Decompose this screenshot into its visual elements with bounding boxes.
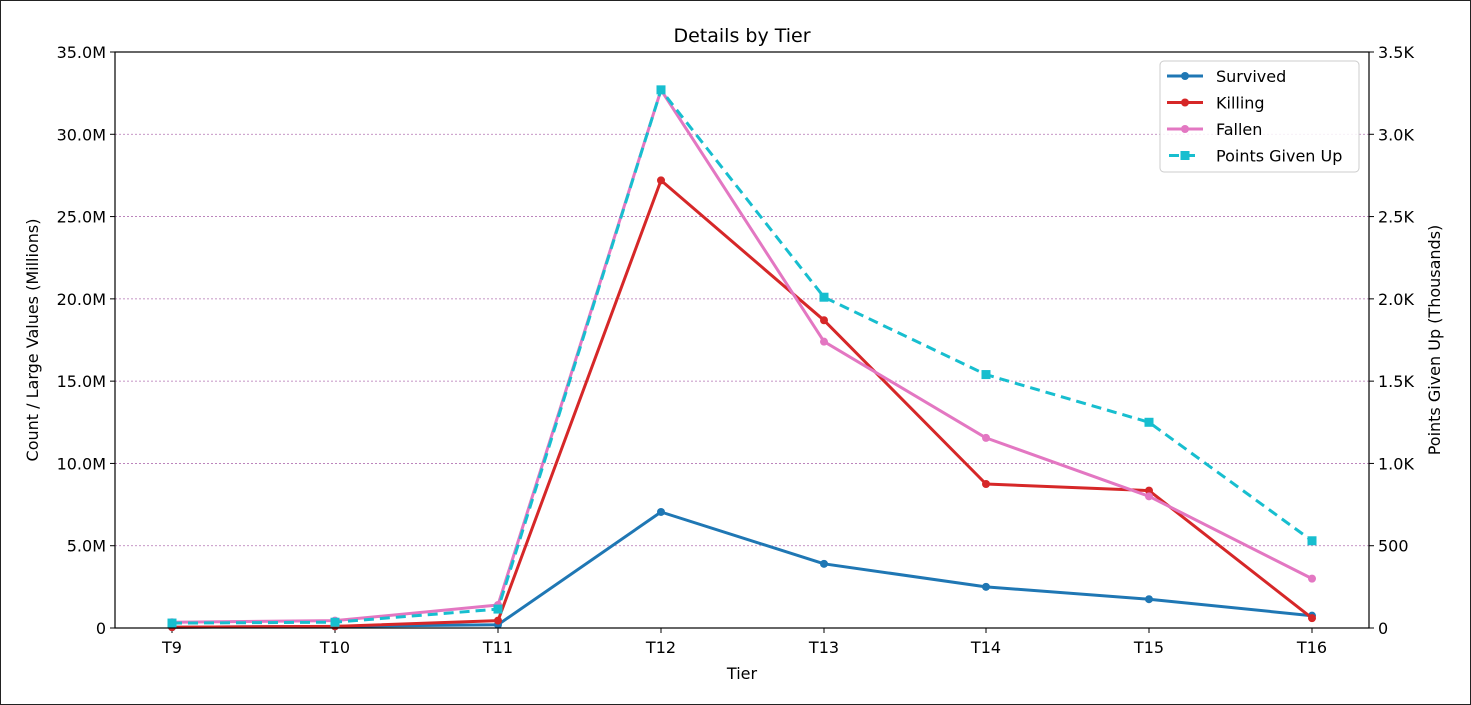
y-tick-label: 10.0M xyxy=(57,454,106,473)
legend-label: Survived xyxy=(1216,67,1286,86)
y-tick-label: 15.0M xyxy=(57,372,106,391)
y-right-tick-label: 2.5K xyxy=(1378,208,1414,227)
y-right-tick-label: 3.5K xyxy=(1378,43,1414,62)
y-right-tick-label: 0 xyxy=(1378,619,1388,638)
y-tick-label: 25.0M xyxy=(57,208,106,227)
y-right-tick-label: 1.5K xyxy=(1378,372,1414,391)
y-axis-label: Count / Large Values (Millions) xyxy=(23,219,42,462)
x-tick-label: T16 xyxy=(1296,638,1327,657)
data-point-circle xyxy=(494,616,502,625)
legend-marker-icon xyxy=(1180,151,1190,160)
data-point-square xyxy=(330,617,340,627)
data-point-circle xyxy=(657,176,665,185)
data-point-circle xyxy=(982,433,990,442)
data-point-square xyxy=(819,292,829,302)
y-tick-label: 5.0M xyxy=(67,537,106,556)
data-point-circle xyxy=(820,337,828,346)
series-line-points-given-up xyxy=(171,88,1313,625)
data-point-circle xyxy=(1308,574,1316,583)
legend-box xyxy=(1159,60,1360,173)
data-point-circle xyxy=(820,559,828,568)
data-point-square xyxy=(1144,417,1154,427)
data-point-square xyxy=(167,618,177,628)
data-point-circle xyxy=(1145,595,1153,604)
data-point-circle xyxy=(982,582,990,591)
y-right-tick-label: 1.0K xyxy=(1378,454,1414,473)
series-line-survived xyxy=(171,510,1313,629)
y-tick-label: 20.0M xyxy=(57,290,106,309)
data-point-square xyxy=(493,604,503,614)
data-point-circle xyxy=(1308,614,1316,623)
x-tick-label: T9 xyxy=(161,638,182,657)
y-tick-label: 0 xyxy=(96,619,106,638)
x-tick-label: T13 xyxy=(808,638,839,657)
plot-area-border xyxy=(114,51,1370,629)
y-tick-label: 30.0M xyxy=(57,125,106,144)
data-point-square xyxy=(1307,536,1317,546)
data-point-circle xyxy=(820,316,828,325)
y-tick-label: 35.0M xyxy=(57,43,106,62)
data-point-circle xyxy=(1145,492,1153,501)
data-point-square xyxy=(656,85,666,95)
x-axis-label: Tier xyxy=(726,664,758,683)
series-line-fallen xyxy=(171,88,1313,624)
legend-marker-icon xyxy=(1181,98,1189,107)
chart-title: Details by Tier xyxy=(673,25,810,47)
x-tick-label: T12 xyxy=(645,638,676,657)
legend-label: Points Given Up xyxy=(1216,147,1342,166)
series-line-killing xyxy=(171,178,1313,629)
y-right-tick-label: 500 xyxy=(1378,537,1409,556)
data-point-circle xyxy=(657,507,665,516)
x-tick-label: T10 xyxy=(319,638,350,657)
data-point-circle xyxy=(1145,486,1153,495)
data-point-circle xyxy=(982,480,990,488)
x-tick-label: T15 xyxy=(1133,638,1164,657)
legend-label: Killing xyxy=(1216,94,1265,113)
legend-marker-icon xyxy=(1181,125,1189,133)
y-right-axis-label: Points Given Up (Thousands) xyxy=(1425,225,1444,456)
y-right-tick-label: 2.0K xyxy=(1378,290,1414,309)
x-tick-label: T11 xyxy=(482,638,513,657)
legend-marker-icon xyxy=(1181,72,1189,80)
legend-label: Fallen xyxy=(1216,120,1262,139)
x-tick-label: T14 xyxy=(970,638,1001,657)
data-point-square xyxy=(981,370,991,380)
y-right-tick-label: 3.0K xyxy=(1378,125,1414,144)
